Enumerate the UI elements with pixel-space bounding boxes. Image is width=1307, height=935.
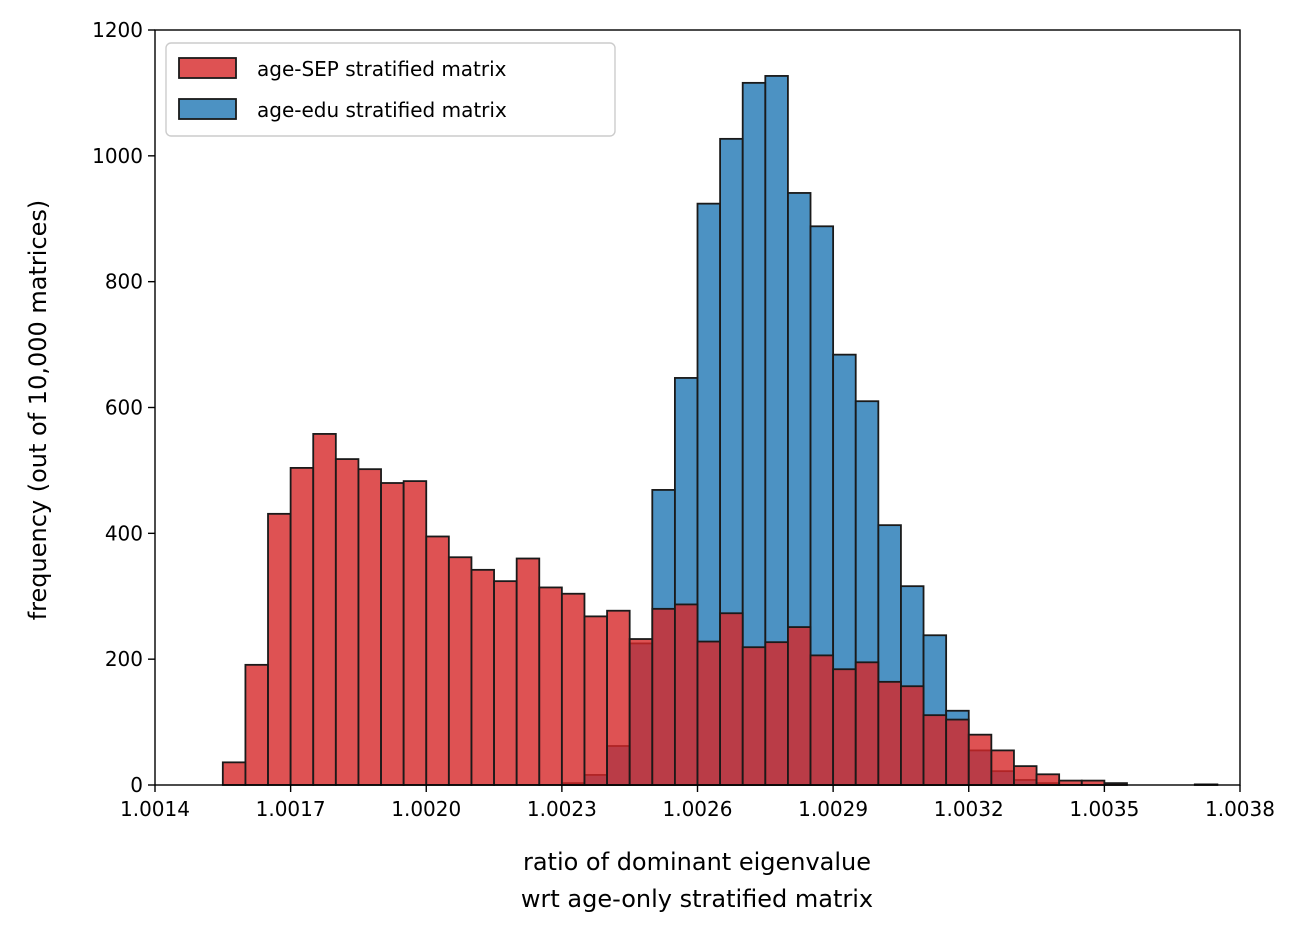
legend-swatch-age-sep [178,57,237,79]
bar-age-sep-29 [877,680,902,786]
bar-age-sep-10 [447,556,473,786]
y-tick-label-4: 800 [105,270,143,294]
bar-age-sep-18 [628,638,654,786]
y-tick-label-2: 400 [105,521,143,545]
bar-age-sep-16 [583,615,608,786]
bar-age-sep-17 [606,609,631,786]
bar-age-sep-21 [696,640,722,786]
x-tick-label-8: 1.0038 [1205,797,1275,821]
bar-age-sep-25 [787,626,812,786]
bar-age-sep-9 [425,535,450,786]
bar-age-sep-32 [945,718,970,786]
x-tick-label-6: 1.0032 [934,797,1004,821]
bar-age-sep-15 [560,592,586,786]
bar-age-sep-35 [1013,765,1038,786]
bar-age-sep-26 [809,654,835,786]
bar-age-sep-34 [990,749,1015,786]
legend-label-age-sep: age-SEP stratified matrix [257,57,507,81]
bar-age-sep-28 [854,661,880,786]
y-axis-title: frequency (out of 10,000 matrices) [24,200,52,621]
legend-box [165,42,616,137]
x-axis-title-line2: wrt age-only stratified matrix [521,885,873,913]
x-tick-label-3: 1.0023 [527,797,597,821]
bar-age-sep-7 [380,482,405,786]
bar-age-sep-1 [244,663,269,786]
bar-age-sep-8 [402,480,428,786]
legend-label-age-edu: age-edu stratified matrix [257,98,507,122]
series-age-sep-bars [221,433,1219,786]
bar-age-sep-20 [674,603,699,786]
bar-age-sep-12 [493,580,518,786]
y-tick-label-1: 200 [105,647,143,671]
bar-age-sep-6 [357,468,382,786]
bar-age-sep-3 [289,466,315,786]
x-tick-label-7: 1.0035 [1069,797,1139,821]
bar-age-sep-5 [334,458,360,786]
legend: age-SEP stratified matrix age-edu strati… [165,42,616,137]
bar-age-sep-23 [741,646,767,786]
bar-age-sep-0 [221,761,247,786]
bar-age-sep-36 [1035,773,1061,786]
x-tick-label-0: 1.0014 [120,797,190,821]
bar-age-sep-4 [312,433,337,786]
bar-age-sep-33 [967,733,993,786]
x-axis-title-line1: ratio of dominant eigenvalue [523,848,871,876]
x-tick-label-1: 1.0017 [256,797,326,821]
bar-age-sep-2 [267,512,292,786]
x-tick-label-4: 1.0026 [663,797,733,821]
legend-swatch-age-edu [178,98,237,120]
x-tick-label-2: 1.0020 [391,797,461,821]
bar-age-sep-22 [719,612,744,786]
y-axis-ticks: 0 200 400 600 800 1000 1200 [92,18,155,797]
y-tick-label-5: 1000 [92,144,143,168]
bar-age-sep-11 [470,568,495,786]
y-tick-label-0: 0 [130,773,143,797]
bar-age-sep-24 [764,641,789,786]
x-axis-ticks: 1.0014 1.0017 1.0020 1.0023 1.0026 1.0029 1.00… [120,785,1275,821]
x-tick-label-5: 1.0029 [798,797,868,821]
bar-age-sep-19 [651,607,676,786]
bar-age-sep-14 [538,586,563,786]
bar-age-sep-31 [922,714,948,786]
bar-age-sep-30 [900,685,925,786]
y-tick-label-3: 600 [105,396,143,420]
bar-age-sep-13 [515,557,541,786]
y-tick-label-6: 1200 [92,18,143,42]
bar-age-sep-27 [832,668,857,786]
